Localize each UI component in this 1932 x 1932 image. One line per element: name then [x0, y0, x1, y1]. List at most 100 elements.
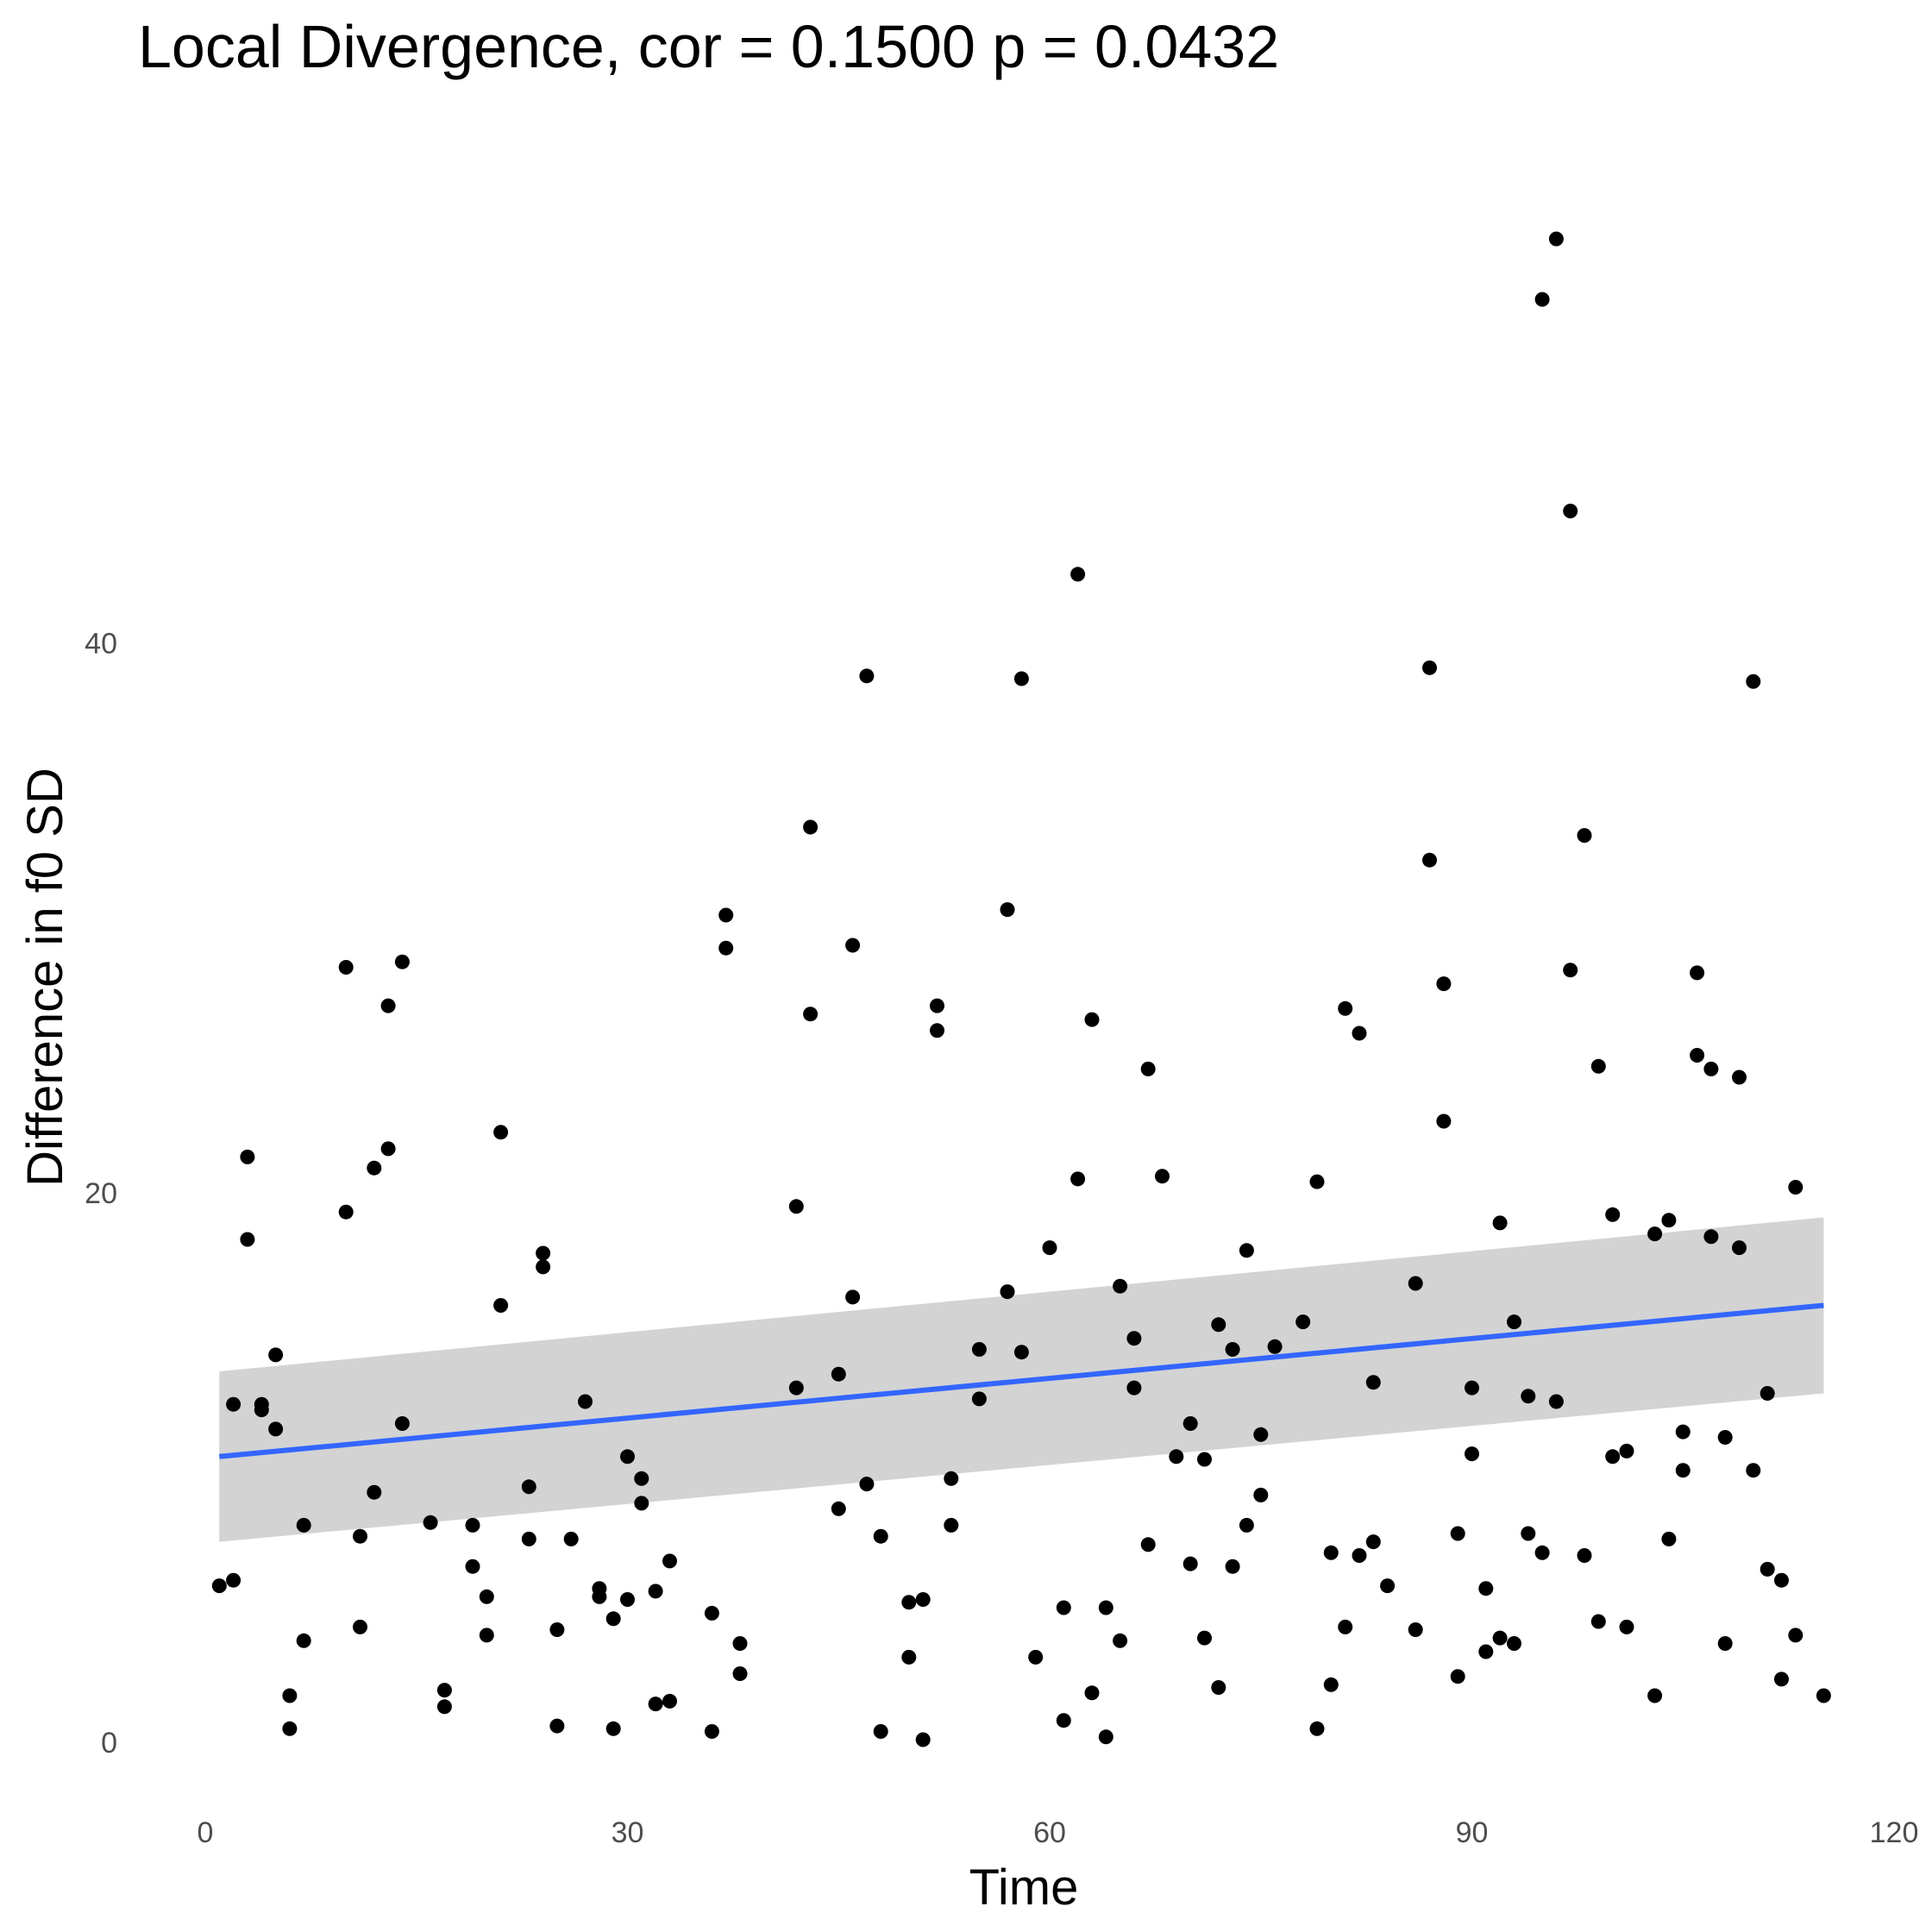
data-point-3 — [240, 1149, 255, 1164]
x-axis-title: Time — [969, 1860, 1079, 1916]
data-point-111 — [1239, 1517, 1254, 1533]
data-point-53 — [704, 1724, 719, 1739]
data-point-115 — [1295, 1314, 1311, 1330]
data-point-49 — [648, 1697, 663, 1712]
data-point-131 — [1436, 976, 1452, 992]
data-point-122 — [1352, 1026, 1367, 1041]
y-tick-label-0: 0 — [101, 1727, 117, 1760]
data-point-9 — [282, 1688, 298, 1703]
data-point-140 — [1492, 1630, 1508, 1646]
data-point-70 — [901, 1595, 917, 1610]
x-tick-label-30: 30 — [612, 1816, 644, 1849]
data-point-99 — [1140, 1537, 1156, 1552]
data-point-136 — [1465, 1446, 1479, 1462]
data-point-63 — [831, 1501, 846, 1516]
data-point-94 — [1113, 1278, 1128, 1294]
data-point-71 — [901, 1649, 917, 1665]
data-point-28 — [479, 1589, 494, 1604]
data-point-121 — [1338, 1619, 1353, 1634]
data-point-69 — [873, 1724, 888, 1739]
data-point-78 — [971, 1342, 987, 1357]
data-point-151 — [1577, 828, 1592, 844]
data-point-124 — [1365, 1375, 1381, 1390]
data-point-181 — [1816, 1688, 1831, 1703]
data-point-46 — [634, 1471, 649, 1486]
data-point-86 — [1056, 1600, 1071, 1615]
data-point-141 — [1507, 1314, 1521, 1330]
data-point-1 — [226, 1396, 242, 1412]
data-point-160 — [1647, 1688, 1663, 1703]
data-point-43 — [605, 1721, 621, 1736]
data-point-26 — [465, 1517, 480, 1533]
data-point-73 — [915, 1732, 931, 1747]
x-tick-label-0: 0 — [198, 1816, 214, 1849]
data-point-92 — [1098, 1600, 1113, 1615]
data-point-106 — [1211, 1317, 1226, 1333]
data-point-17 — [367, 1160, 382, 1176]
data-point-166 — [1690, 1048, 1705, 1063]
data-point-93 — [1098, 1729, 1113, 1745]
data-point-23 — [423, 1515, 438, 1530]
data-point-44 — [620, 1449, 635, 1465]
x-tick-label-120: 120 — [1870, 1816, 1919, 1849]
data-point-123 — [1352, 1548, 1367, 1563]
data-point-88 — [1070, 567, 1086, 582]
data-point-117 — [1309, 1721, 1325, 1736]
data-point-52 — [704, 1605, 719, 1621]
data-point-47 — [634, 1496, 649, 1511]
data-point-29 — [479, 1628, 494, 1643]
data-point-56 — [732, 1636, 748, 1651]
data-point-116 — [1309, 1174, 1325, 1189]
data-point-85 — [1042, 1240, 1057, 1256]
data-point-180 — [1788, 1628, 1803, 1643]
data-point-167 — [1703, 1061, 1719, 1076]
data-point-20 — [380, 1141, 396, 1157]
data-point-64 — [845, 938, 861, 953]
data-point-32 — [521, 1479, 536, 1495]
data-point-81 — [1000, 1284, 1015, 1300]
data-point-156 — [1605, 1449, 1621, 1465]
data-point-90 — [1084, 1012, 1100, 1027]
data-point-159 — [1647, 1226, 1663, 1242]
data-point-104 — [1197, 1452, 1212, 1467]
data-point-33 — [521, 1531, 536, 1546]
data-point-68 — [873, 1528, 888, 1544]
data-point-137 — [1478, 1581, 1494, 1596]
data-point-6 — [254, 1402, 269, 1418]
data-point-45 — [620, 1592, 635, 1607]
data-point-2 — [226, 1572, 242, 1588]
data-point-127 — [1408, 1276, 1423, 1291]
data-point-175 — [1760, 1386, 1775, 1401]
data-point-168 — [1703, 1229, 1719, 1245]
data-point-84 — [1028, 1649, 1044, 1665]
data-point-114 — [1267, 1339, 1283, 1354]
data-point-12 — [296, 1633, 311, 1648]
data-point-149 — [1563, 504, 1578, 518]
data-point-134 — [1450, 1669, 1465, 1684]
data-point-161 — [1661, 1213, 1677, 1228]
data-point-89 — [1070, 1171, 1086, 1187]
data-point-130 — [1422, 852, 1437, 868]
trend-line — [219, 1302, 1824, 1459]
data-point-51 — [662, 1693, 677, 1709]
data-point-112 — [1253, 1427, 1269, 1442]
data-point-126 — [1380, 1578, 1396, 1594]
data-point-135 — [1465, 1380, 1479, 1396]
data-point-80 — [1000, 902, 1015, 918]
data-point-173 — [1746, 674, 1761, 689]
data-point-8 — [268, 1421, 284, 1437]
data-point-97 — [1126, 1380, 1142, 1396]
data-point-163 — [1675, 1424, 1690, 1440]
data-point-77 — [944, 1517, 959, 1533]
data-point-42 — [605, 1611, 621, 1627]
data-point-101 — [1169, 1449, 1184, 1465]
data-point-120 — [1338, 1000, 1353, 1016]
data-point-13 — [338, 960, 354, 975]
data-point-82 — [1013, 671, 1029, 687]
data-point-25 — [436, 1699, 452, 1715]
data-point-144 — [1521, 1526, 1536, 1541]
data-point-96 — [1126, 1331, 1142, 1346]
data-point-50 — [662, 1553, 677, 1569]
